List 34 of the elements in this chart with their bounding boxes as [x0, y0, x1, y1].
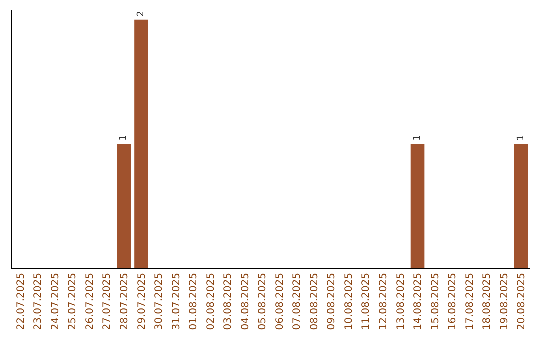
- x-tick-label: 09.08.2025: [326, 273, 338, 330]
- x-tick-label: 20.08.2025: [516, 273, 528, 330]
- x-tick-label: 26.07.2025: [84, 273, 96, 330]
- data-label: 2: [136, 11, 146, 17]
- x-tick-label: 16.08.2025: [448, 273, 459, 330]
- x-tick-label: 31.07.2025: [171, 273, 182, 330]
- x-tick-label: 05.08.2025: [258, 273, 269, 330]
- x-tick-label: 18.08.2025: [482, 273, 494, 330]
- x-tick-label: 24.07.2025: [50, 273, 62, 330]
- x-tick-label: 12.08.2025: [378, 273, 390, 330]
- x-tick-label: 30.07.2025: [154, 273, 166, 330]
- x-tick-label: 08.08.2025: [309, 273, 320, 330]
- x-tick-label: 27.07.2025: [102, 273, 114, 330]
- data-label: 1: [119, 135, 130, 141]
- x-tick-label: 11.08.2025: [361, 273, 372, 330]
- x-tick-label: 17.08.2025: [464, 273, 476, 330]
- x-tick-label: 29.07.2025: [136, 273, 148, 330]
- x-tick-label: 02.08.2025: [206, 273, 217, 330]
- x-tick-label: 07.08.2025: [292, 273, 304, 330]
- x-tick-label: 19.08.2025: [499, 273, 510, 330]
- x-tick-label: 15.08.2025: [430, 273, 442, 330]
- data-label: 1: [516, 135, 526, 141]
- x-tick-label: 01.08.2025: [188, 273, 200, 330]
- x-tick-label: 23.07.2025: [33, 273, 44, 330]
- x-tick-label: 28.07.2025: [119, 273, 130, 330]
- x-tick-label: 22.07.2025: [16, 273, 27, 330]
- x-tick-label: 14.08.2025: [413, 273, 424, 330]
- x-tick-label: 10.08.2025: [344, 273, 355, 330]
- x-tick-label: 25.07.2025: [68, 273, 79, 330]
- x-tick-label: 13.08.2025: [396, 273, 407, 330]
- x-tick-label: 06.08.2025: [274, 273, 286, 330]
- x-tick-label: 04.08.2025: [240, 273, 252, 330]
- data-label: 1: [412, 135, 423, 141]
- x-tick-label: 03.08.2025: [223, 273, 234, 330]
